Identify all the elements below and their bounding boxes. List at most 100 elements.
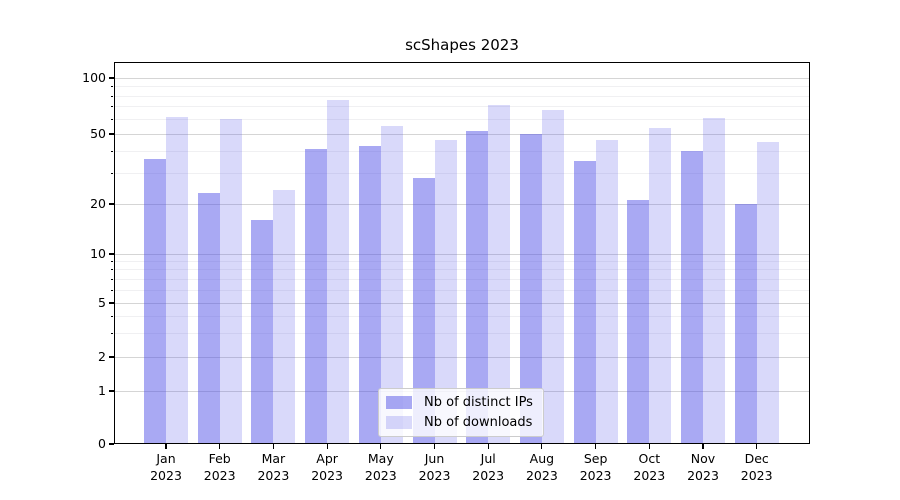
x-tick-month: Dec [744,451,769,466]
bar-aug-2023-nb-of-distinct-ips [519,134,542,444]
gridline-minor-40 [114,150,810,152]
x-tick-label-dec-2023: Dec 2023 [729,451,785,484]
x-tick-year: 2023 [418,467,451,483]
bar-feb-2023-nb-of-downloads [219,119,242,444]
gridline-minor-3 [114,332,810,334]
gridline-major-10 [114,253,810,255]
y-minor-tick-mark-70 [110,106,114,108]
x-tick-year: 2023 [257,467,290,483]
x-tick-mark-aug [541,444,543,449]
bar-may-2023-nb-of-distinct-ips [358,145,381,444]
y-minor-tick-mark-3 [110,332,114,334]
x-tick-month: Mar [261,451,286,466]
x-tick-month: Oct [638,451,661,466]
x-tick-month: May [367,451,394,466]
bar-may-2023-nb-of-downloads [380,126,403,444]
x-tick-mark-apr [326,444,328,449]
y-tick-label-1: 1 [98,383,106,398]
bar-dec-2023-nb-of-distinct-ips [734,204,757,444]
bar-nov-2023-nb-of-distinct-ips [681,151,703,444]
y-tick-mark-20 [109,203,114,205]
x-tick-year: 2023 [687,467,719,483]
y-tick-label-10: 10 [90,246,106,261]
y-tick-mark-1 [109,390,114,392]
legend-row-nb-of-distinct-ips: Nb of distinct IPs [386,395,533,410]
bar-jun-2023-nb-of-downloads [434,140,457,444]
bar-aug-2023-nb-of-downloads [541,110,564,444]
x-tick-month: Jan [156,451,176,466]
legend: Nb of distinct IPs Nb of downloads [378,388,544,437]
y-minor-tick-mark-6 [110,289,114,291]
x-tick-month: Sep [583,451,608,466]
x-tick-year: 2023 [633,467,666,483]
y-tick-label-20: 20 [90,196,106,211]
x-tick-label-mar-2023: Mar 2023 [245,451,301,484]
x-tick-mark-dec [756,444,758,449]
x-tick-year: 2023 [525,467,558,483]
x-tick-mark-jun [433,444,436,449]
bar-jan-2023-nb-of-distinct-ips [144,159,166,444]
y-tick-label-50: 50 [90,126,106,141]
y-minor-tick-mark-90 [110,86,114,87]
gridline-minor-6 [114,289,810,291]
x-tick-mark-oct [648,444,650,449]
bar-jul-2023-nb-of-downloads [488,104,511,444]
x-tick-year: 2023 [311,467,343,483]
y-minor-tick-mark-4 [110,315,114,317]
x-tick-label-sep-2023: Sep 2023 [568,451,624,484]
x-tick-month: Jun [424,451,445,466]
gridline-minor-7 [114,278,810,280]
x-tick-label-nov-2023: Nov 2023 [675,451,731,484]
y-tick-label-2: 2 [98,349,106,364]
x-tick-label-jun-2023: Jun 2023 [407,451,463,484]
bar-oct-2023-nb-of-distinct-ips [627,200,650,444]
bar-mar-2023-nb-of-distinct-ips [251,220,274,444]
y-minor-tick-mark-40 [110,150,114,152]
x-tick-year: 2023 [203,467,236,483]
legend-label-nb-of-downloads: Nb of downloads [424,415,533,430]
y-tick-mark-100 [109,77,114,79]
y-minor-tick-mark-60 [110,118,114,120]
chart-title: scShapes 2023 [405,36,519,54]
gridline-minor-8 [114,269,810,271]
bar-apr-2023-nb-of-distinct-ips [305,149,328,444]
bar-oct-2023-nb-of-downloads [649,127,672,444]
gridline-minor-4 [114,315,810,317]
x-tick-label-oct-2023: Oct 2023 [621,451,677,484]
gridline-major-50 [114,133,810,135]
y-tick-label-100: 100 [82,70,106,85]
x-tick-year: 2023 [364,467,397,483]
bar-dec-2023-nb-of-downloads [756,142,779,444]
bar-sep-2023-nb-of-downloads [595,140,618,444]
gridline-minor-70 [114,106,810,108]
x-tick-label-feb-2023: Feb 2023 [192,451,248,484]
x-tick-label-aug-2023: Aug 2023 [514,451,570,484]
legend-swatch-nb-of-downloads [386,416,412,429]
bar-jul-2023-nb-of-distinct-ips [466,130,489,444]
x-tick-mark-sep [595,444,597,449]
x-tick-month: Nov [690,451,716,466]
gridline-major-2 [114,356,810,358]
x-tick-mark-may [380,444,382,449]
x-tick-month: Apr [316,451,338,466]
y-tick-label-5: 5 [98,295,106,310]
bar-feb-2023-nb-of-distinct-ips [197,193,220,444]
gridline-minor-80 [114,95,810,97]
bar-apr-2023-nb-of-downloads [327,100,350,444]
x-tick-year: 2023 [740,467,773,483]
gridline-minor-60 [114,118,810,120]
gridline-major-100 [114,77,810,79]
x-tick-mark-jul [487,444,489,449]
x-tick-mark-mar [272,444,274,449]
gridline-major-5 [114,302,810,304]
x-tick-mark-jan [165,444,167,449]
bar-jan-2023-nb-of-downloads [166,116,188,444]
gridline-minor-30 [114,172,810,174]
x-tick-label-may-2023: May 2023 [353,451,409,484]
gridline-minor-9 [114,260,810,262]
x-tick-month: Aug [529,451,555,466]
x-tick-year: 2023 [472,467,505,483]
gridline-minor-90 [114,86,810,87]
x-tick-year: 2023 [579,467,612,483]
